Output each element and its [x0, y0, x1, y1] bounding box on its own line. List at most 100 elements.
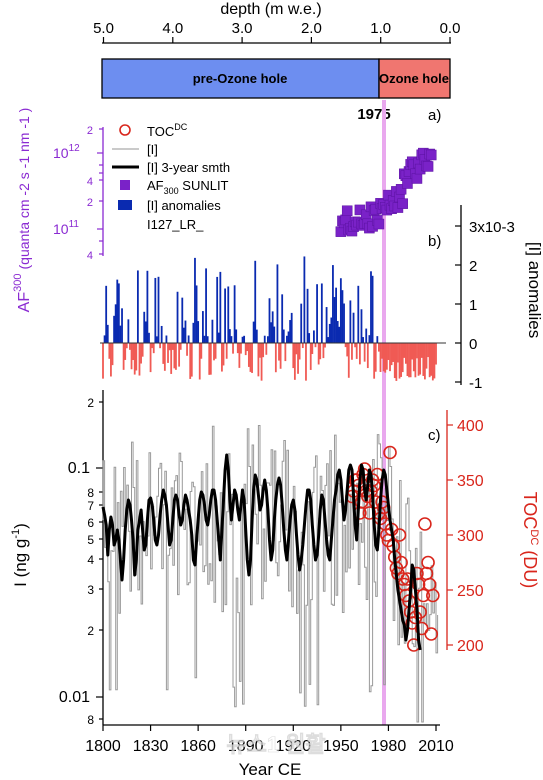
af-point: [425, 149, 437, 161]
anomaly-bar: [417, 343, 420, 376]
toc-point: [424, 627, 439, 641]
anomaly-bar: [409, 343, 412, 378]
anomaly-bar: [217, 332, 220, 343]
panel-b-label: b): [428, 233, 441, 250]
anomaly-bar: [159, 343, 161, 349]
af-axis-title: AF300 (quanta cm -2 s -1 nm -1 ): [12, 108, 33, 313]
anomaly-bar: [392, 343, 395, 362]
anomaly-bar: [125, 343, 128, 349]
af-point: [411, 173, 423, 184]
iodine-tick-label: 0.1: [68, 460, 90, 477]
anomaly-bar: [186, 343, 188, 356]
anomaly-bar: [385, 343, 388, 370]
iodine-tick-label: 2: [87, 624, 94, 638]
year-tick-label: 1890: [228, 738, 264, 755]
anomaly-bar: [209, 343, 212, 375]
af-point: [373, 218, 385, 230]
anomaly-bar: [225, 343, 228, 359]
anomaly-bar: [425, 343, 428, 369]
af-tick-label: 4: [87, 250, 93, 262]
anomaly-bar: [346, 343, 349, 357]
iodine-tick-label: 8: [87, 713, 94, 727]
pre-ozone-hole-label: pre-Ozone hole: [193, 71, 288, 86]
af-axis-ticks: 2 1012 4 2 1011 4: [53, 125, 103, 262]
anomaly-bar: [117, 283, 120, 343]
year-tick-label: 1920: [275, 738, 311, 755]
anomaly-bar: [241, 336, 244, 343]
anomaly-bar: [252, 321, 255, 343]
toc-point: [413, 605, 427, 619]
toc-tick-label: 350: [457, 473, 484, 490]
anomaly-bar: [419, 343, 422, 375]
anomaly-bar: [221, 343, 223, 372]
iodine-tick-label: 6: [87, 516, 94, 530]
af-tick-exponent: 12: [69, 143, 81, 154]
anomaly-bar: [176, 291, 179, 343]
toc-point: [426, 588, 440, 603]
anomaly-bar: [281, 294, 284, 343]
anomaly-bar: [238, 343, 241, 368]
anomaly-bar: [349, 300, 352, 343]
anomaly-axis-ticks: -1 0 1 2 3x10-3: [455, 219, 515, 392]
anomaly-bar: [216, 276, 219, 343]
anomaly-bar: [192, 322, 195, 343]
anomaly-bar: [182, 327, 185, 343]
anomaly-bar: [156, 336, 158, 343]
legend-af-label: AF300 SUNLIT: [147, 178, 229, 196]
anomaly-bar: [110, 343, 112, 377]
anomaly-bar: [214, 343, 217, 359]
anomaly-bar: [311, 343, 314, 355]
toc-point: [418, 517, 432, 531]
anomaly-bar: [332, 265, 334, 343]
anomaly-bar: [292, 343, 295, 369]
anomaly-bar: [111, 343, 114, 366]
anomaly-bar: [362, 337, 364, 343]
anomaly-bar: [181, 297, 184, 343]
anomaly-bar: [341, 290, 344, 343]
anomaly-bar: [400, 343, 403, 377]
legend: TOCDC [I] [I] 3-year smth AF300 SUNLIT […: [112, 122, 230, 232]
anomaly-bar: [309, 343, 312, 370]
anomaly-bar: [382, 343, 385, 372]
anomaly-bar: [355, 343, 358, 359]
anomaly-bar: [373, 343, 376, 379]
anomaly-bar: [103, 335, 106, 343]
year-axis-title: Year CE: [239, 760, 302, 779]
anomaly-bar: [224, 288, 226, 343]
anomaly-bar: [114, 304, 117, 343]
af-point: [395, 184, 407, 195]
af-point: [422, 161, 434, 172]
toc-point: [421, 555, 435, 570]
anomaly-bar: [149, 343, 152, 373]
year-tick-label: 1950: [323, 738, 359, 755]
anomaly-bar: [411, 343, 414, 360]
anomaly-bar: [365, 328, 368, 343]
legend-anomaly-label: [I] anomalies: [147, 198, 221, 213]
depth-tick-label: 1.0: [370, 20, 391, 37]
iodine-tick-label: 7: [87, 499, 94, 513]
af-axis-title-units: (quanta cm -2 s -1 nm -1 ): [16, 108, 32, 270]
year-tick-label: 1830: [133, 738, 169, 755]
anomaly-bar: [219, 271, 222, 343]
anomaly-bar: [408, 343, 410, 378]
anomaly-bar: [144, 321, 147, 343]
anomaly-bar: [203, 335, 206, 343]
anomaly-bar: [427, 343, 429, 358]
anomaly-bar: [381, 343, 383, 359]
af-axis-title-sup: 300: [12, 274, 24, 292]
depth-tick-label: 5.0: [93, 20, 114, 37]
anomaly-bar: [263, 335, 266, 343]
anomaly-bar: [262, 343, 265, 358]
anomaly-bar: [298, 343, 301, 360]
anomaly-bar: [194, 257, 196, 343]
anomaly-bar: [390, 343, 393, 366]
af-point: [402, 178, 413, 189]
anomaly-bar: [360, 309, 363, 343]
anomaly-bar: [420, 343, 423, 358]
toc-axis-ticks: 200 250 300 350 400: [447, 418, 484, 655]
anomaly-bar: [347, 343, 350, 378]
anomaly-bar: [249, 343, 252, 372]
anomaly-bars: [102, 256, 437, 381]
anomaly-bar: [236, 343, 239, 354]
